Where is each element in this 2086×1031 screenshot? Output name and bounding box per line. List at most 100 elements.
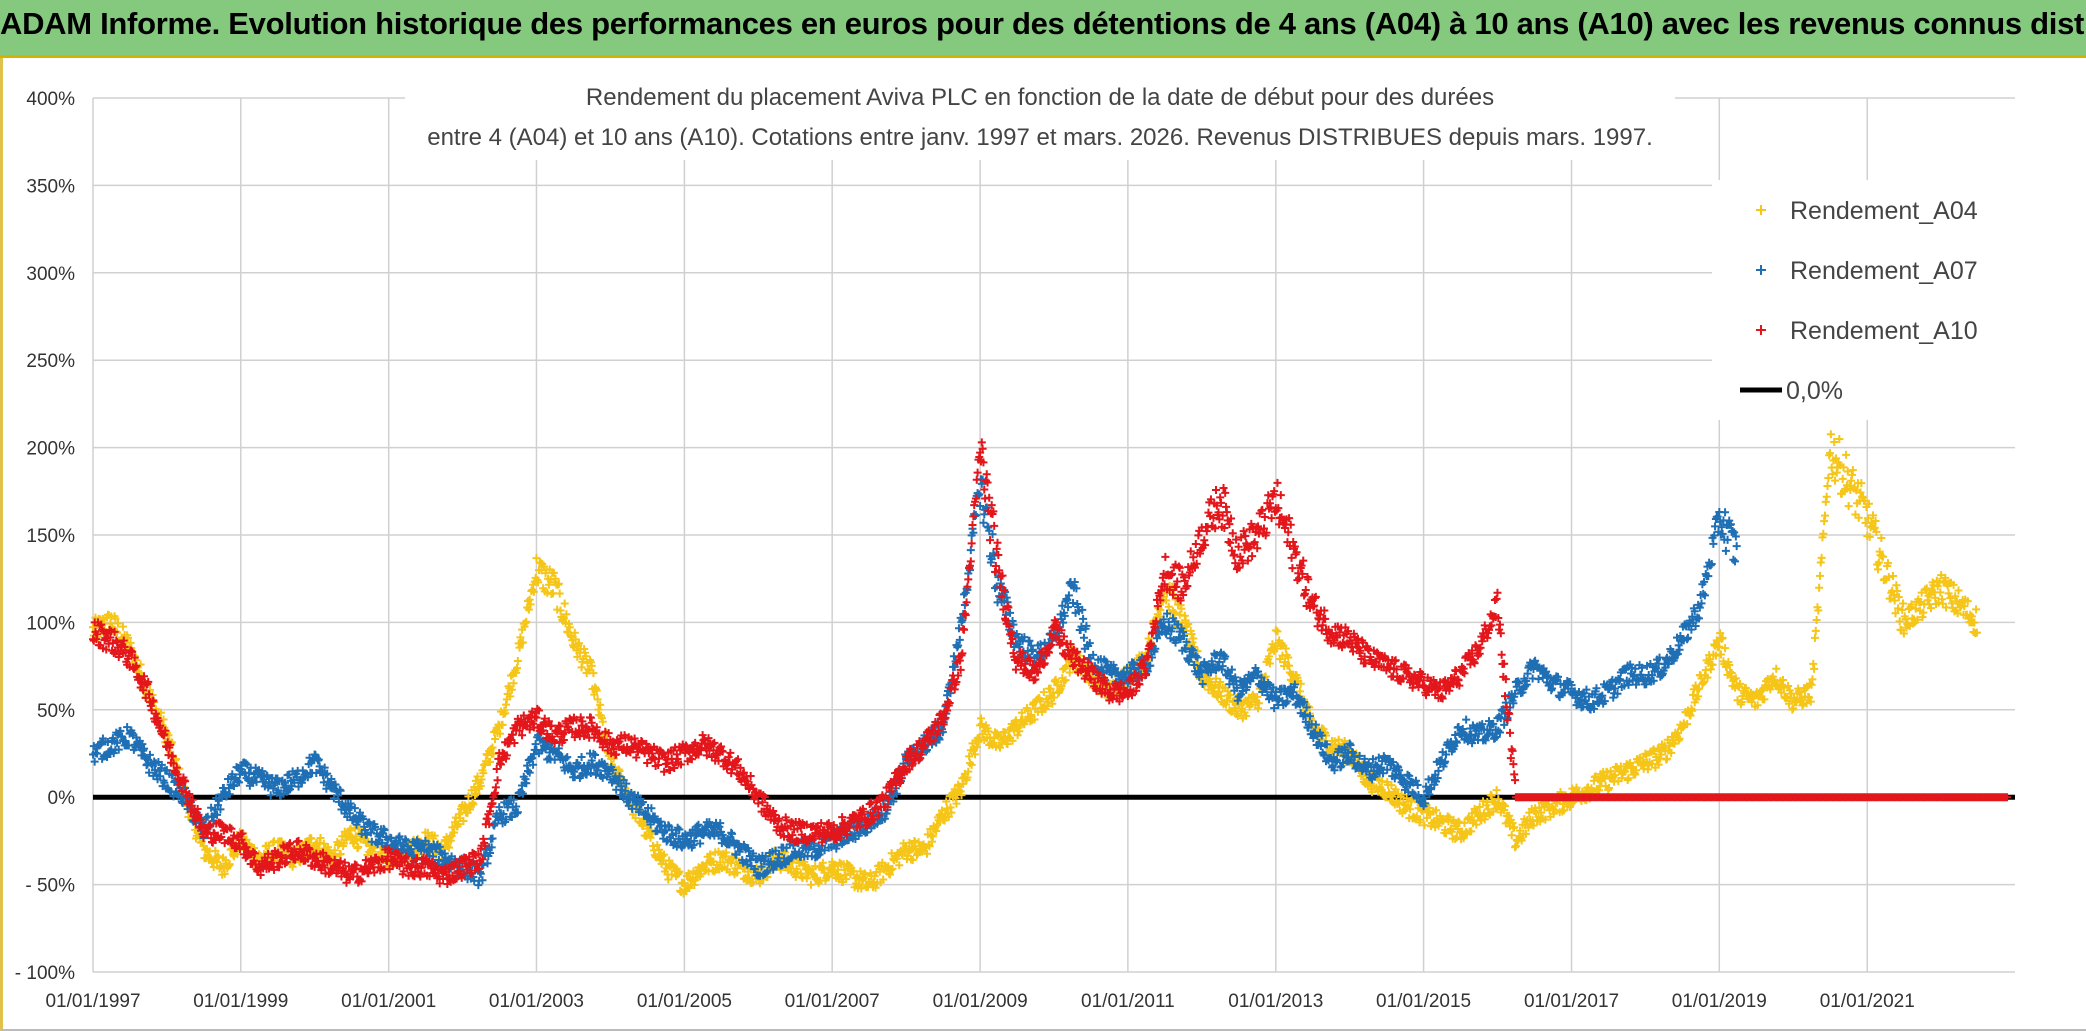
data-point [1605, 783, 1614, 792]
data-point [97, 739, 106, 748]
data-point [324, 843, 333, 852]
y-tick-label: 400% [26, 89, 75, 110]
data-point [525, 768, 534, 777]
data-point [1895, 617, 1904, 626]
data-point [716, 858, 725, 867]
data-point [1688, 706, 1697, 715]
data-point [319, 839, 328, 848]
data-point [471, 791, 480, 800]
data-point [1686, 711, 1695, 720]
data-point [555, 589, 564, 598]
data-point [1865, 532, 1874, 541]
data-point [1610, 771, 1619, 780]
data-point [1926, 604, 1935, 613]
data-point [722, 848, 731, 857]
data-point [1777, 688, 1786, 697]
data-point [1824, 473, 1833, 482]
data-point [933, 821, 942, 830]
y-tick-label: - 50% [25, 876, 75, 897]
data-point [454, 820, 463, 829]
data-point [430, 831, 439, 840]
chart-area [0, 58, 2086, 1031]
data-point [544, 580, 553, 589]
data-point [1907, 600, 1916, 609]
data-point [1541, 815, 1550, 824]
data-point [1806, 697, 1815, 706]
data-point [1843, 467, 1852, 476]
data-point [1716, 650, 1725, 659]
data-point [445, 843, 454, 852]
data-point [1883, 559, 1892, 568]
data-point [1869, 511, 1878, 520]
x-tick-label: 01/01/2021 [1820, 991, 1915, 1012]
y-tick-label: 200% [26, 439, 75, 460]
data-point [653, 841, 662, 850]
data-point [895, 861, 904, 870]
data-point [1805, 693, 1814, 702]
data-point [1407, 795, 1416, 804]
data-point [288, 862, 297, 871]
data-point [459, 816, 468, 825]
data-point [1624, 774, 1633, 783]
data-point [1779, 683, 1788, 692]
data-point [908, 855, 917, 864]
data-point [1954, 586, 1963, 595]
data-point [1802, 699, 1811, 708]
data-point [972, 743, 981, 752]
data-point [513, 656, 522, 665]
data-point [1830, 438, 1839, 447]
data-point [1432, 806, 1440, 815]
data-point [501, 709, 510, 718]
series-a07 [89, 475, 1741, 890]
data-point [1177, 604, 1186, 613]
data-point [1452, 833, 1461, 842]
data-point [477, 775, 486, 784]
y-tick-label: 0% [48, 788, 76, 809]
data-point [354, 842, 363, 851]
data-point [1852, 486, 1861, 495]
data-point [875, 867, 884, 876]
data-point [562, 610, 571, 619]
data-point [1721, 546, 1730, 555]
data-point [1700, 591, 1709, 600]
data-point [733, 868, 742, 877]
data-point [1835, 434, 1844, 443]
data-point [957, 791, 966, 800]
data-point [1284, 653, 1293, 662]
data-point [529, 587, 538, 596]
data-point [1854, 513, 1863, 522]
data-point [1878, 552, 1887, 561]
y-tick-label: - 100% [15, 963, 75, 984]
data-point [493, 776, 502, 785]
data-point [684, 869, 693, 878]
data-point [1211, 674, 1220, 683]
data-point [98, 615, 107, 624]
data-point [1670, 739, 1679, 748]
data-point [1170, 608, 1179, 617]
data-point [1572, 783, 1581, 792]
data-point [1857, 479, 1866, 488]
data-point [1831, 476, 1840, 485]
data-point [1732, 542, 1741, 551]
data-point [1472, 820, 1481, 829]
data-point [964, 767, 973, 776]
data-point [1941, 573, 1950, 582]
data-point [1272, 644, 1281, 653]
data-point [532, 554, 541, 563]
data-point [1459, 834, 1468, 843]
data-point [1936, 588, 1945, 597]
data-point [1505, 811, 1514, 820]
data-point [549, 568, 558, 577]
data-point [675, 867, 684, 876]
x-tick-label: 01/01/2017 [1524, 991, 1619, 1012]
y-tick-label: 250% [26, 351, 75, 372]
data-point [549, 589, 558, 598]
x-tick-label: 01/01/2007 [785, 991, 880, 1012]
data-point [836, 872, 845, 881]
data-point [524, 605, 533, 614]
data-point [1721, 508, 1730, 517]
data-point [928, 832, 937, 841]
data-point [1233, 711, 1242, 720]
data-point [996, 743, 1005, 752]
data-point [1632, 766, 1641, 775]
